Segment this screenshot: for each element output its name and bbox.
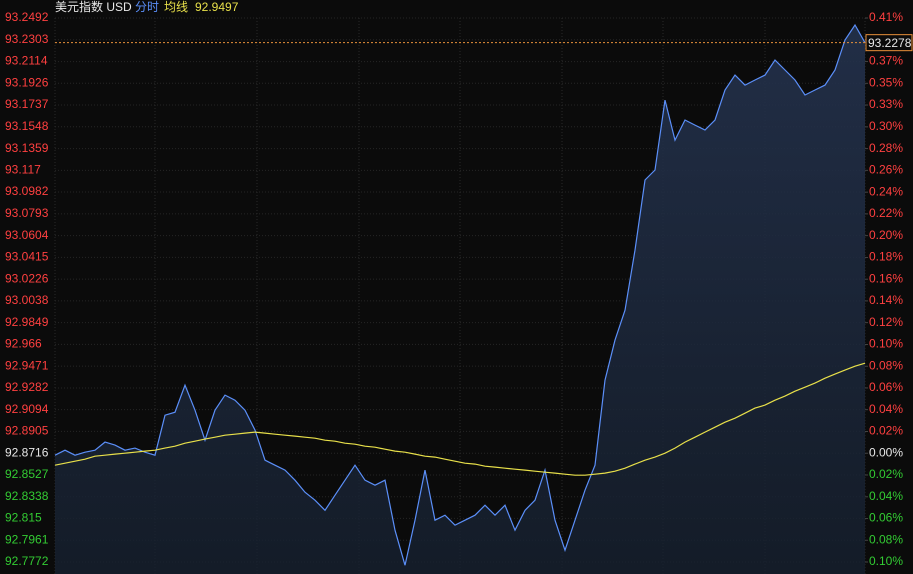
legend-price: 分时 [135,0,159,14]
y2-tick-label: 0.04% [869,402,903,416]
y2-tick-label: 0.02% [869,424,903,438]
y-tick-label: 93.0226 [5,271,49,285]
y2-tick-label: 0.16% [869,271,903,285]
y-tick-label: 92.9471 [5,358,49,372]
price-line [54,23,866,566]
y2-tick-label: 0.28% [869,141,903,155]
price-area [55,25,865,574]
y-tick-label: 92.9094 [5,402,49,416]
y-tick-label: 93.0415 [5,250,49,264]
y-tick-label: 93.2492 [5,10,49,24]
y2-tick-label: 0.10% [869,554,903,568]
y2-tick-label: 0.00% [869,445,903,459]
y-tick-label: 93.1737 [5,97,49,111]
y2-tick-label: 0.10% [869,337,903,351]
y2-tick-label: 0.18% [869,250,903,264]
y2-tick-label: 0.06% [869,511,903,525]
y-tick-label: 92.815 [5,511,42,525]
legend-average: 均线 [164,0,188,14]
y2-tick-label: 0.22% [869,206,903,220]
y-tick-label: 93.0604 [5,228,49,242]
y-tick-label: 93.0793 [5,206,49,220]
y-tick-label: 93.0038 [5,293,49,307]
y-tick-label: 92.9849 [5,315,49,329]
y2-tick-label: 0.20% [869,228,903,242]
y2-tick-label: 0.33% [869,97,903,111]
y2-tick-label: 0.41% [869,10,903,24]
y-tick-label: 92.9282 [5,380,49,394]
y2-tick-label: 0.08% [869,532,903,546]
last-price-box [865,34,913,52]
y-tick-label: 92.8905 [5,424,49,438]
y-tick-label: 93.1926 [5,75,49,89]
y2-tick-label: 0.37% [869,54,903,68]
y-tick-label: 93.2303 [5,32,49,46]
last-price-label: 93.2278 [868,36,912,50]
y-tick-label: 93.117 [5,163,41,177]
y-tick-label: 93.1548 [5,119,49,133]
y2-tick-label: 0.06% [869,380,903,394]
y-tick-label: 93.2114 [5,54,48,68]
y-tick-label: 93.0982 [5,184,49,198]
y-tick-label: 92.8716 [5,445,49,459]
y2-tick-label: 0.30% [869,119,903,133]
y2-tick-label: 0.35% [869,75,903,89]
y2-tick-label: 0.14% [869,293,903,307]
y-tick-label: 92.8527 [5,467,49,481]
y2-tick-label: 0.08% [869,358,903,372]
y-tick-label: 92.7961 [5,532,49,546]
y-tick-label: 93.1359 [5,141,49,155]
y2-tick-label: 0.02% [869,467,903,481]
chart-title: 美元指数 USD [55,0,132,14]
y-tick-label: 92.7772 [5,554,49,568]
average-line [54,362,866,476]
y-tick-label: 92.8338 [5,489,49,503]
legend-average-value: 92.9497 [195,0,239,14]
y2-tick-label: 0.12% [869,315,903,329]
y2-tick-label: 0.04% [869,489,903,503]
y-tick-label: 92.966 [5,337,42,351]
y2-tick-label: 0.24% [869,184,903,198]
y2-tick-label: 0.26% [869,162,903,176]
